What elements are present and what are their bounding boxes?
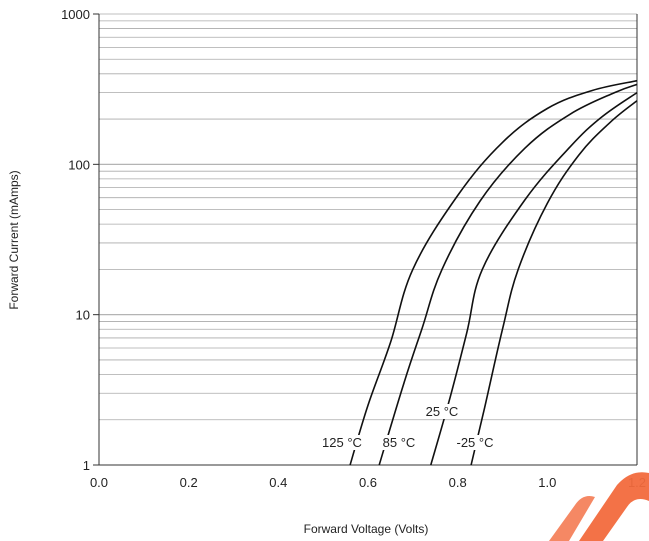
curve-labels: 125 °C 85 °C 25 °C -25 °C	[319, 404, 498, 450]
x-tick-label: 0.0	[90, 475, 108, 490]
x-tick-label: 1.0	[538, 475, 556, 490]
axes	[93, 13, 638, 466]
x-axis-title: Forward Voltage (Volts)	[304, 522, 429, 536]
series-line	[349, 79, 638, 466]
curve-label-bg	[319, 435, 365, 450]
curve-label-bg	[452, 435, 498, 450]
tick-labels: 0.00.20.40.60.81.01.21101001000	[61, 7, 646, 490]
y-tick-label: 10	[76, 308, 90, 323]
x-tick-label: 0.8	[449, 475, 467, 490]
series-label: 125 °C	[322, 435, 362, 450]
y-tick-label: 100	[68, 157, 90, 172]
x-tick-label: 0.2	[180, 475, 198, 490]
series-label: 85 °C	[383, 435, 416, 450]
series-line	[378, 83, 638, 466]
series-line	[430, 91, 638, 466]
x-tick-label: 0.4	[269, 475, 287, 490]
curve-label-bg	[423, 404, 461, 419]
y-axis-title: Forward Current (mAmps)	[7, 170, 21, 309]
brand-watermark-logo	[549, 472, 649, 541]
logo-swoosh-2	[549, 496, 595, 541]
series-label: 25 °C	[426, 404, 459, 419]
grid-lines	[99, 13, 637, 466]
y-tick-label: 1000	[61, 7, 90, 22]
y-tick-label: 1	[83, 458, 90, 473]
curve-label-bg	[380, 435, 418, 450]
logo-swoosh	[579, 472, 649, 541]
series-line	[470, 100, 638, 466]
x-tick-label: 0.6	[359, 475, 377, 490]
series-label: -25 °C	[457, 435, 494, 450]
curves	[349, 79, 638, 466]
